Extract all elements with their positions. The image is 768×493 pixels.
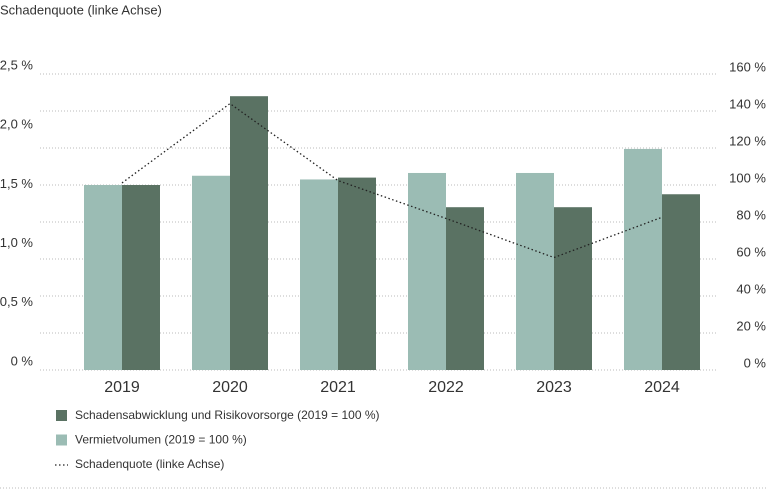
y2-tick-label: 0 % [744, 355, 767, 370]
y2-tick-label: 120 % [729, 133, 766, 148]
bar [446, 207, 484, 370]
y2-tick-label: 80 % [736, 207, 766, 222]
y2-tick-label: 40 % [736, 281, 766, 296]
chart-title: Schadenquote (linke Achse) [0, 2, 162, 17]
x-tick-label: 2022 [428, 379, 464, 396]
legend-label: Vermietvolumen (2019 = 100 %) [75, 433, 247, 447]
x-tick-label: 2021 [320, 379, 356, 396]
y2-tick-label: 140 % [729, 96, 766, 111]
y-tick-label: 2,5 % [0, 57, 33, 72]
bar [122, 185, 160, 370]
bar [662, 194, 700, 370]
y-tick-label: 2,0 % [0, 117, 33, 132]
y2-tick-label: 20 % [736, 318, 766, 333]
y2-tick-label: 100 % [729, 170, 766, 185]
y2-tick-label: 60 % [736, 244, 766, 259]
bar [230, 96, 268, 370]
bar [338, 177, 376, 370]
bar [408, 172, 446, 370]
y-tick-label: 1,5 % [0, 176, 33, 191]
x-tick-label: 2020 [212, 379, 248, 396]
legend-label: Schadenquote (linke Achse) [75, 457, 224, 471]
bar [516, 172, 554, 370]
x-tick-label: 2024 [644, 379, 680, 396]
legend-marker [56, 410, 67, 421]
bar [84, 185, 122, 370]
x-tick-label: 2023 [536, 379, 572, 396]
y-tick-label: 0,5 % [0, 294, 33, 309]
bar [624, 148, 662, 370]
x-tick-label: 2019 [104, 379, 140, 396]
y-tick-label: 1,0 % [0, 235, 33, 250]
y-tick-label: 0 % [11, 353, 34, 368]
bar [192, 175, 230, 370]
bar [554, 207, 592, 370]
legend-label: Schadensabwicklung und Risikovorsorge (2… [75, 408, 380, 422]
legend-marker [56, 434, 67, 446]
bar [300, 179, 338, 370]
y2-tick-label: 160 % [729, 59, 766, 74]
